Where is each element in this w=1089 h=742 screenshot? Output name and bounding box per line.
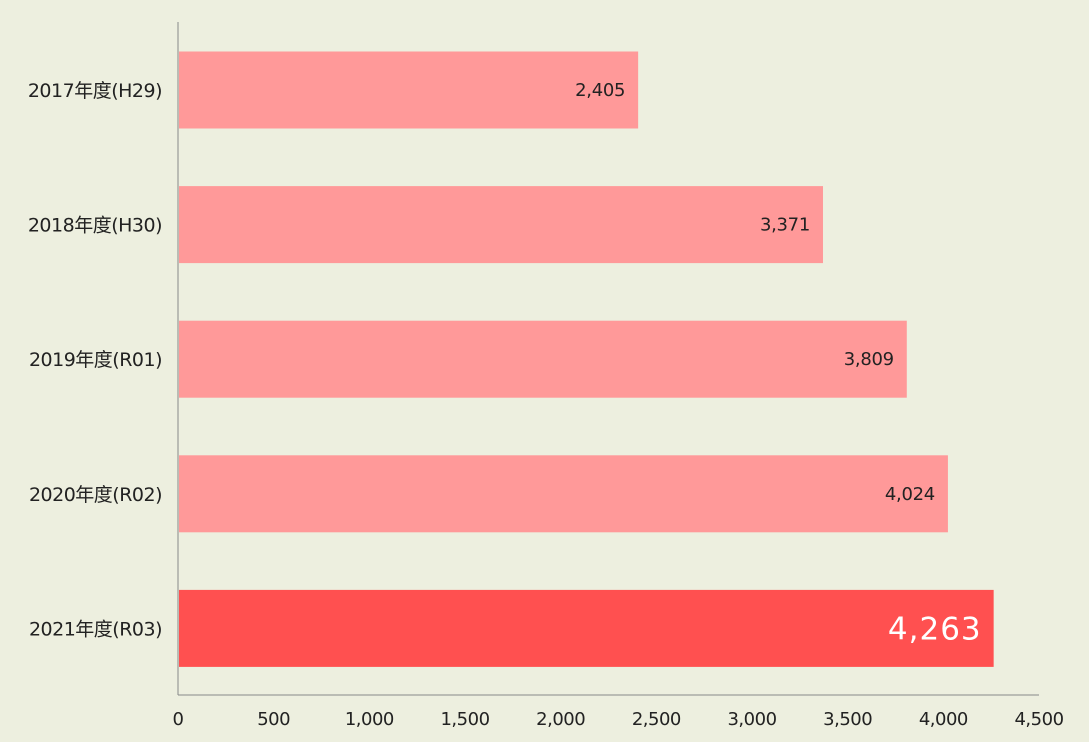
bar-2 <box>179 320 907 398</box>
category-labels-group: 2017年度(H29) 2018年度(H30) 2019年度(R01) 2020年度(… <box>28 80 163 640</box>
x-tick-label-7: 3,500 <box>823 709 872 730</box>
x-tick-label-5: 2,500 <box>632 709 681 730</box>
data-label-4: 4,263 <box>888 611 982 647</box>
data-labels-group: 2,405 3,371 3,809 4,024 4,263 <box>575 80 982 647</box>
data-label-0: 2,405 <box>575 80 625 101</box>
category-label-0: 2017年度(H29) <box>28 80 162 102</box>
x-tick-label-9: 4,500 <box>1014 709 1063 730</box>
x-tick-label-4: 2,000 <box>536 709 585 730</box>
bar-0 <box>179 51 639 129</box>
x-tick-label-0: 0 <box>173 709 184 730</box>
category-label-1: 2018年度(H30) <box>28 215 162 237</box>
bar-4 <box>179 589 994 667</box>
bars-group <box>179 51 994 667</box>
category-label-4: 2021年度(R03) <box>29 618 162 640</box>
x-tick-label-1: 500 <box>257 709 290 730</box>
data-label-2: 3,809 <box>844 349 894 370</box>
x-tick-label-8: 4,000 <box>919 709 968 730</box>
bar-3 <box>179 455 948 533</box>
x-tick-labels-group: 0 500 1,000 1,500 2,000 2,500 3,000 3,500 4,000 4… <box>173 709 1065 730</box>
data-label-1: 3,371 <box>760 215 810 236</box>
x-tick-label-3: 1,500 <box>440 709 489 730</box>
category-label-3: 2020年度(R02) <box>29 484 162 506</box>
x-tick-label-6: 3,000 <box>727 709 776 730</box>
category-label-2: 2019年度(R01) <box>29 349 162 371</box>
data-label-3: 4,024 <box>885 484 935 505</box>
bar-1 <box>179 186 823 264</box>
x-tick-label-2: 1,000 <box>345 709 394 730</box>
